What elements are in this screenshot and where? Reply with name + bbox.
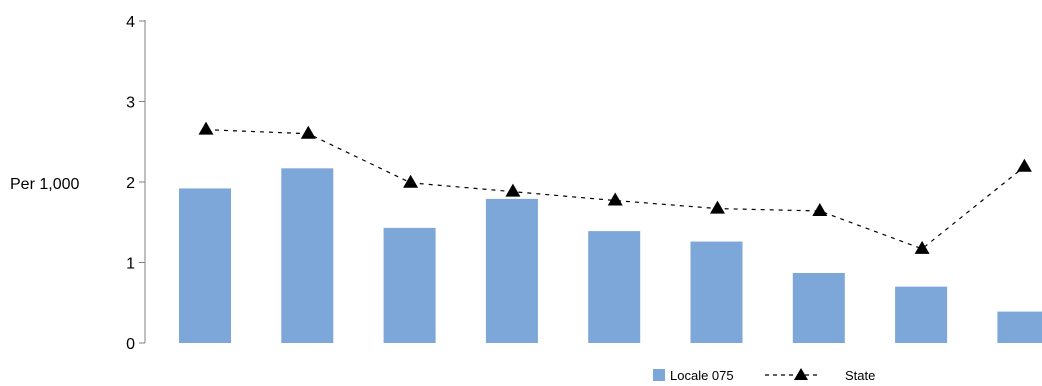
legend-swatch-bar: [653, 369, 665, 381]
bar: [179, 188, 231, 343]
y-axis-label: Per 1,000: [10, 176, 79, 193]
state-marker: [300, 125, 316, 139]
legend: Locale 075 State: [653, 368, 875, 383]
y-axis: 0 1 2 3 4: [126, 14, 146, 353]
bar: [895, 286, 948, 343]
bar: [281, 168, 334, 343]
state-marker: [198, 121, 214, 135]
state-marker: [710, 200, 725, 214]
bar: [383, 227, 436, 343]
y-tick-label: 4: [126, 14, 135, 31]
y-tick-label: 0: [126, 336, 135, 353]
legend-label-line: State: [845, 368, 875, 383]
y-tick-label: 2: [126, 175, 135, 192]
bar-series: [179, 168, 1042, 343]
bar: [485, 198, 538, 343]
legend-swatch-marker: [794, 368, 808, 380]
bar: [690, 241, 743, 343]
y-tick-label: 3: [126, 95, 135, 112]
state-marker: [914, 240, 930, 254]
state-marker: [505, 183, 521, 197]
legend-label-bar: Locale 075: [670, 368, 734, 383]
state-marker: [812, 202, 828, 216]
state-marker: [607, 192, 623, 206]
bar: [792, 272, 845, 343]
y-tick-label: 1: [126, 256, 135, 273]
state-marker: [403, 174, 419, 188]
bar: [588, 231, 641, 343]
bar: [997, 311, 1042, 343]
line-series: [198, 121, 1032, 254]
state-marker: [1016, 158, 1032, 172]
